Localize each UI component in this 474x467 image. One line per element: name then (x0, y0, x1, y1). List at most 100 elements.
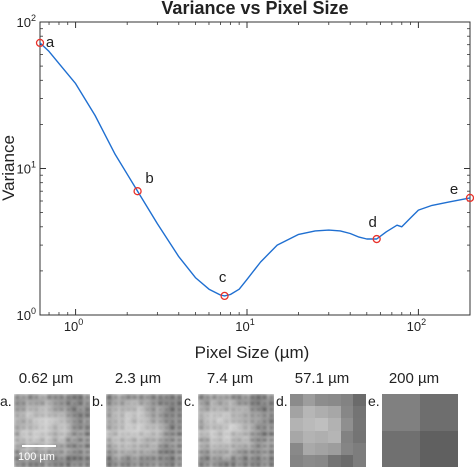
image-pixel (71, 454, 78, 462)
image-pixel (261, 412, 269, 419)
image-pixel (217, 418, 224, 425)
image-pixel (150, 430, 158, 438)
image-pixel (290, 394, 304, 407)
image-pixel (58, 430, 66, 438)
image-pixel (118, 394, 126, 401)
image-pixel (71, 442, 78, 450)
image-pixel (255, 460, 262, 467)
image-pixel (255, 454, 262, 462)
image-pixel (255, 442, 262, 450)
image-pixel (156, 448, 164, 456)
image-pixel (267, 406, 274, 413)
image-pixel (144, 430, 151, 438)
image-pixel (169, 418, 177, 425)
image-pixel (64, 460, 72, 467)
image-pixel (45, 424, 53, 432)
image-pixel (125, 442, 132, 450)
thumbnail-image (290, 394, 366, 467)
image-pixel (204, 454, 212, 462)
image-pixel (14, 436, 21, 444)
thumbnail-size-label: 57.1 µm (294, 370, 350, 387)
image-pixel (340, 442, 354, 456)
image-pixel (217, 406, 224, 413)
image-pixel (144, 442, 151, 450)
image-pixel (236, 454, 243, 462)
image-pixel (198, 400, 205, 407)
image-pixel (71, 394, 78, 401)
image-pixel (150, 412, 158, 419)
image-pixel (169, 436, 177, 444)
image-pixel (198, 418, 205, 425)
thumbnail-size-label: 0.62 µm (18, 370, 74, 387)
image-pixel (26, 436, 34, 444)
image-pixel (420, 430, 458, 467)
image-pixel (229, 394, 237, 401)
image-pixel (210, 394, 218, 401)
image-pixel (382, 430, 421, 467)
image-pixel (261, 442, 269, 450)
image-pixel (242, 430, 250, 438)
image-pixel (118, 436, 126, 444)
thumbnail-letter: e. (368, 393, 380, 409)
image-pixel (210, 442, 218, 450)
image-pixel (137, 436, 145, 444)
image-pixel (169, 400, 177, 407)
image-pixel (261, 424, 269, 432)
image-pixel (175, 418, 182, 425)
image-pixel (242, 400, 250, 407)
image-pixel (26, 412, 34, 419)
image-pixel (156, 406, 164, 413)
image-pixel (52, 454, 59, 462)
image-pixel (137, 424, 145, 432)
image-pixel (58, 418, 66, 425)
image-pixel (20, 412, 28, 419)
image-pixel (229, 400, 237, 407)
image-pixel (156, 424, 164, 432)
image-pixel (223, 430, 231, 438)
image-pixel (169, 424, 177, 432)
image-pixel (198, 394, 205, 401)
image-pixel (353, 454, 366, 467)
image-pixel (144, 424, 151, 432)
image-pixel (315, 418, 329, 432)
image-pixel (242, 424, 250, 432)
point-label-b: b (145, 170, 153, 187)
thumbnail-image (198, 394, 274, 467)
image-pixel (163, 406, 170, 413)
image-pixel (169, 394, 177, 401)
image-pixel (169, 448, 177, 456)
image-pixel (198, 430, 205, 438)
image-pixel (175, 442, 182, 450)
image-pixel (248, 412, 256, 419)
image-pixel (223, 400, 231, 407)
image-pixel (64, 424, 72, 432)
image-pixel (328, 430, 342, 444)
image-pixel (267, 424, 274, 432)
image-pixel (156, 418, 164, 425)
image-pixel (223, 460, 231, 467)
image-pixel (64, 406, 72, 413)
image-pixel (20, 424, 28, 432)
thumbnail-letter: c. (184, 393, 195, 409)
image-pixel (26, 430, 34, 438)
image-pixel (58, 400, 66, 407)
image-pixel (144, 448, 151, 456)
image-pixel (169, 406, 177, 413)
image-pixel (210, 430, 218, 438)
image-pixel (144, 400, 151, 407)
image-pixel (118, 460, 126, 467)
image-pixel (290, 442, 304, 456)
image-pixel (169, 442, 177, 450)
image-pixel (210, 418, 218, 425)
image-pixel (229, 406, 237, 413)
image-pixel (39, 430, 47, 438)
image-pixel (118, 448, 126, 456)
image-pixel (229, 412, 237, 419)
image-pixel (328, 442, 342, 456)
image-pixel (39, 454, 47, 462)
image-pixel (58, 412, 66, 419)
image-pixel (223, 448, 231, 456)
point-label-e: e (450, 181, 458, 198)
image-pixel (248, 418, 256, 425)
image-pixel (83, 448, 90, 456)
